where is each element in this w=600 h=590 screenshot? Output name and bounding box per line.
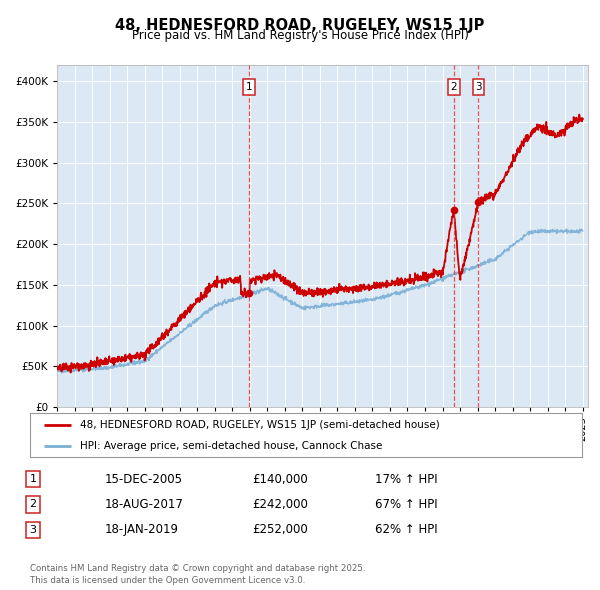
- Text: 17% ↑ HPI: 17% ↑ HPI: [375, 473, 437, 486]
- Text: 2: 2: [29, 500, 37, 509]
- Text: 48, HEDNESFORD ROAD, RUGELEY, WS15 1JP: 48, HEDNESFORD ROAD, RUGELEY, WS15 1JP: [115, 18, 485, 32]
- Text: 48, HEDNESFORD ROAD, RUGELEY, WS15 1JP (semi-detached house): 48, HEDNESFORD ROAD, RUGELEY, WS15 1JP (…: [80, 421, 439, 430]
- Text: £252,000: £252,000: [252, 523, 308, 536]
- Text: £140,000: £140,000: [252, 473, 308, 486]
- Text: 1: 1: [29, 474, 37, 484]
- Text: 3: 3: [475, 82, 482, 92]
- Text: 3: 3: [29, 525, 37, 535]
- Text: 15-DEC-2005: 15-DEC-2005: [105, 473, 183, 486]
- Text: Price paid vs. HM Land Registry's House Price Index (HPI): Price paid vs. HM Land Registry's House …: [131, 30, 469, 42]
- Text: 18-AUG-2017: 18-AUG-2017: [105, 498, 184, 511]
- Text: 62% ↑ HPI: 62% ↑ HPI: [375, 523, 437, 536]
- Text: 67% ↑ HPI: 67% ↑ HPI: [375, 498, 437, 511]
- Text: 1: 1: [246, 82, 253, 92]
- Text: Contains HM Land Registry data © Crown copyright and database right 2025.
This d: Contains HM Land Registry data © Crown c…: [30, 565, 365, 585]
- Text: 18-JAN-2019: 18-JAN-2019: [105, 523, 179, 536]
- Text: £242,000: £242,000: [252, 498, 308, 511]
- Text: 2: 2: [450, 82, 457, 92]
- Text: HPI: Average price, semi-detached house, Cannock Chase: HPI: Average price, semi-detached house,…: [80, 441, 382, 451]
